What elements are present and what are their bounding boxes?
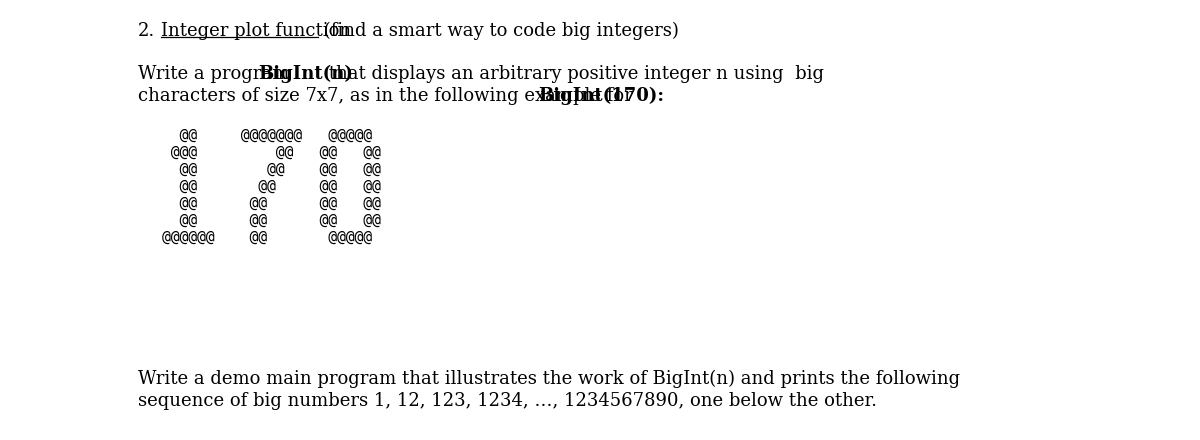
- Text: Write a program: Write a program: [138, 65, 295, 83]
- Text: @@@         @@   @@   @@: @@@ @@ @@ @@: [162, 145, 380, 160]
- Text: @@      @@      @@   @@: @@ @@ @@ @@: [162, 196, 380, 211]
- Text: @@      @@      @@   @@: @@ @@ @@ @@: [162, 213, 380, 228]
- Text: @@       @@     @@   @@: @@ @@ @@ @@: [162, 179, 380, 194]
- Text: 2.: 2.: [138, 22, 155, 40]
- Text: BigInt(170):: BigInt(170):: [538, 87, 664, 105]
- Text: characters of size 7x7, as in the following example for: characters of size 7x7, as in the follow…: [138, 87, 638, 105]
- Text: @@        @@    @@   @@: @@ @@ @@ @@: [162, 162, 380, 177]
- Text: BigInt(n): BigInt(n): [258, 65, 353, 83]
- Text: Write a demo main program that illustrates the work of BigInt(n) and prints the : Write a demo main program that illustrat…: [138, 370, 960, 388]
- Text: @@@@@@    @@       @@@@@: @@@@@@ @@ @@@@@: [162, 230, 380, 245]
- Text: (find a smart way to code big integers): (find a smart way to code big integers): [318, 22, 679, 40]
- Text: @@     @@@@@@@   @@@@@: @@ @@@@@@@ @@@@@: [162, 128, 380, 143]
- Text: Integer plot function: Integer plot function: [161, 22, 352, 40]
- Text: sequence of big numbers 1, 12, 123, 1234, …, 1234567890, one below the other.: sequence of big numbers 1, 12, 123, 1234…: [138, 392, 877, 410]
- Text: that displays an arbitrary positive integer n using  big: that displays an arbitrary positive inte…: [323, 65, 824, 83]
